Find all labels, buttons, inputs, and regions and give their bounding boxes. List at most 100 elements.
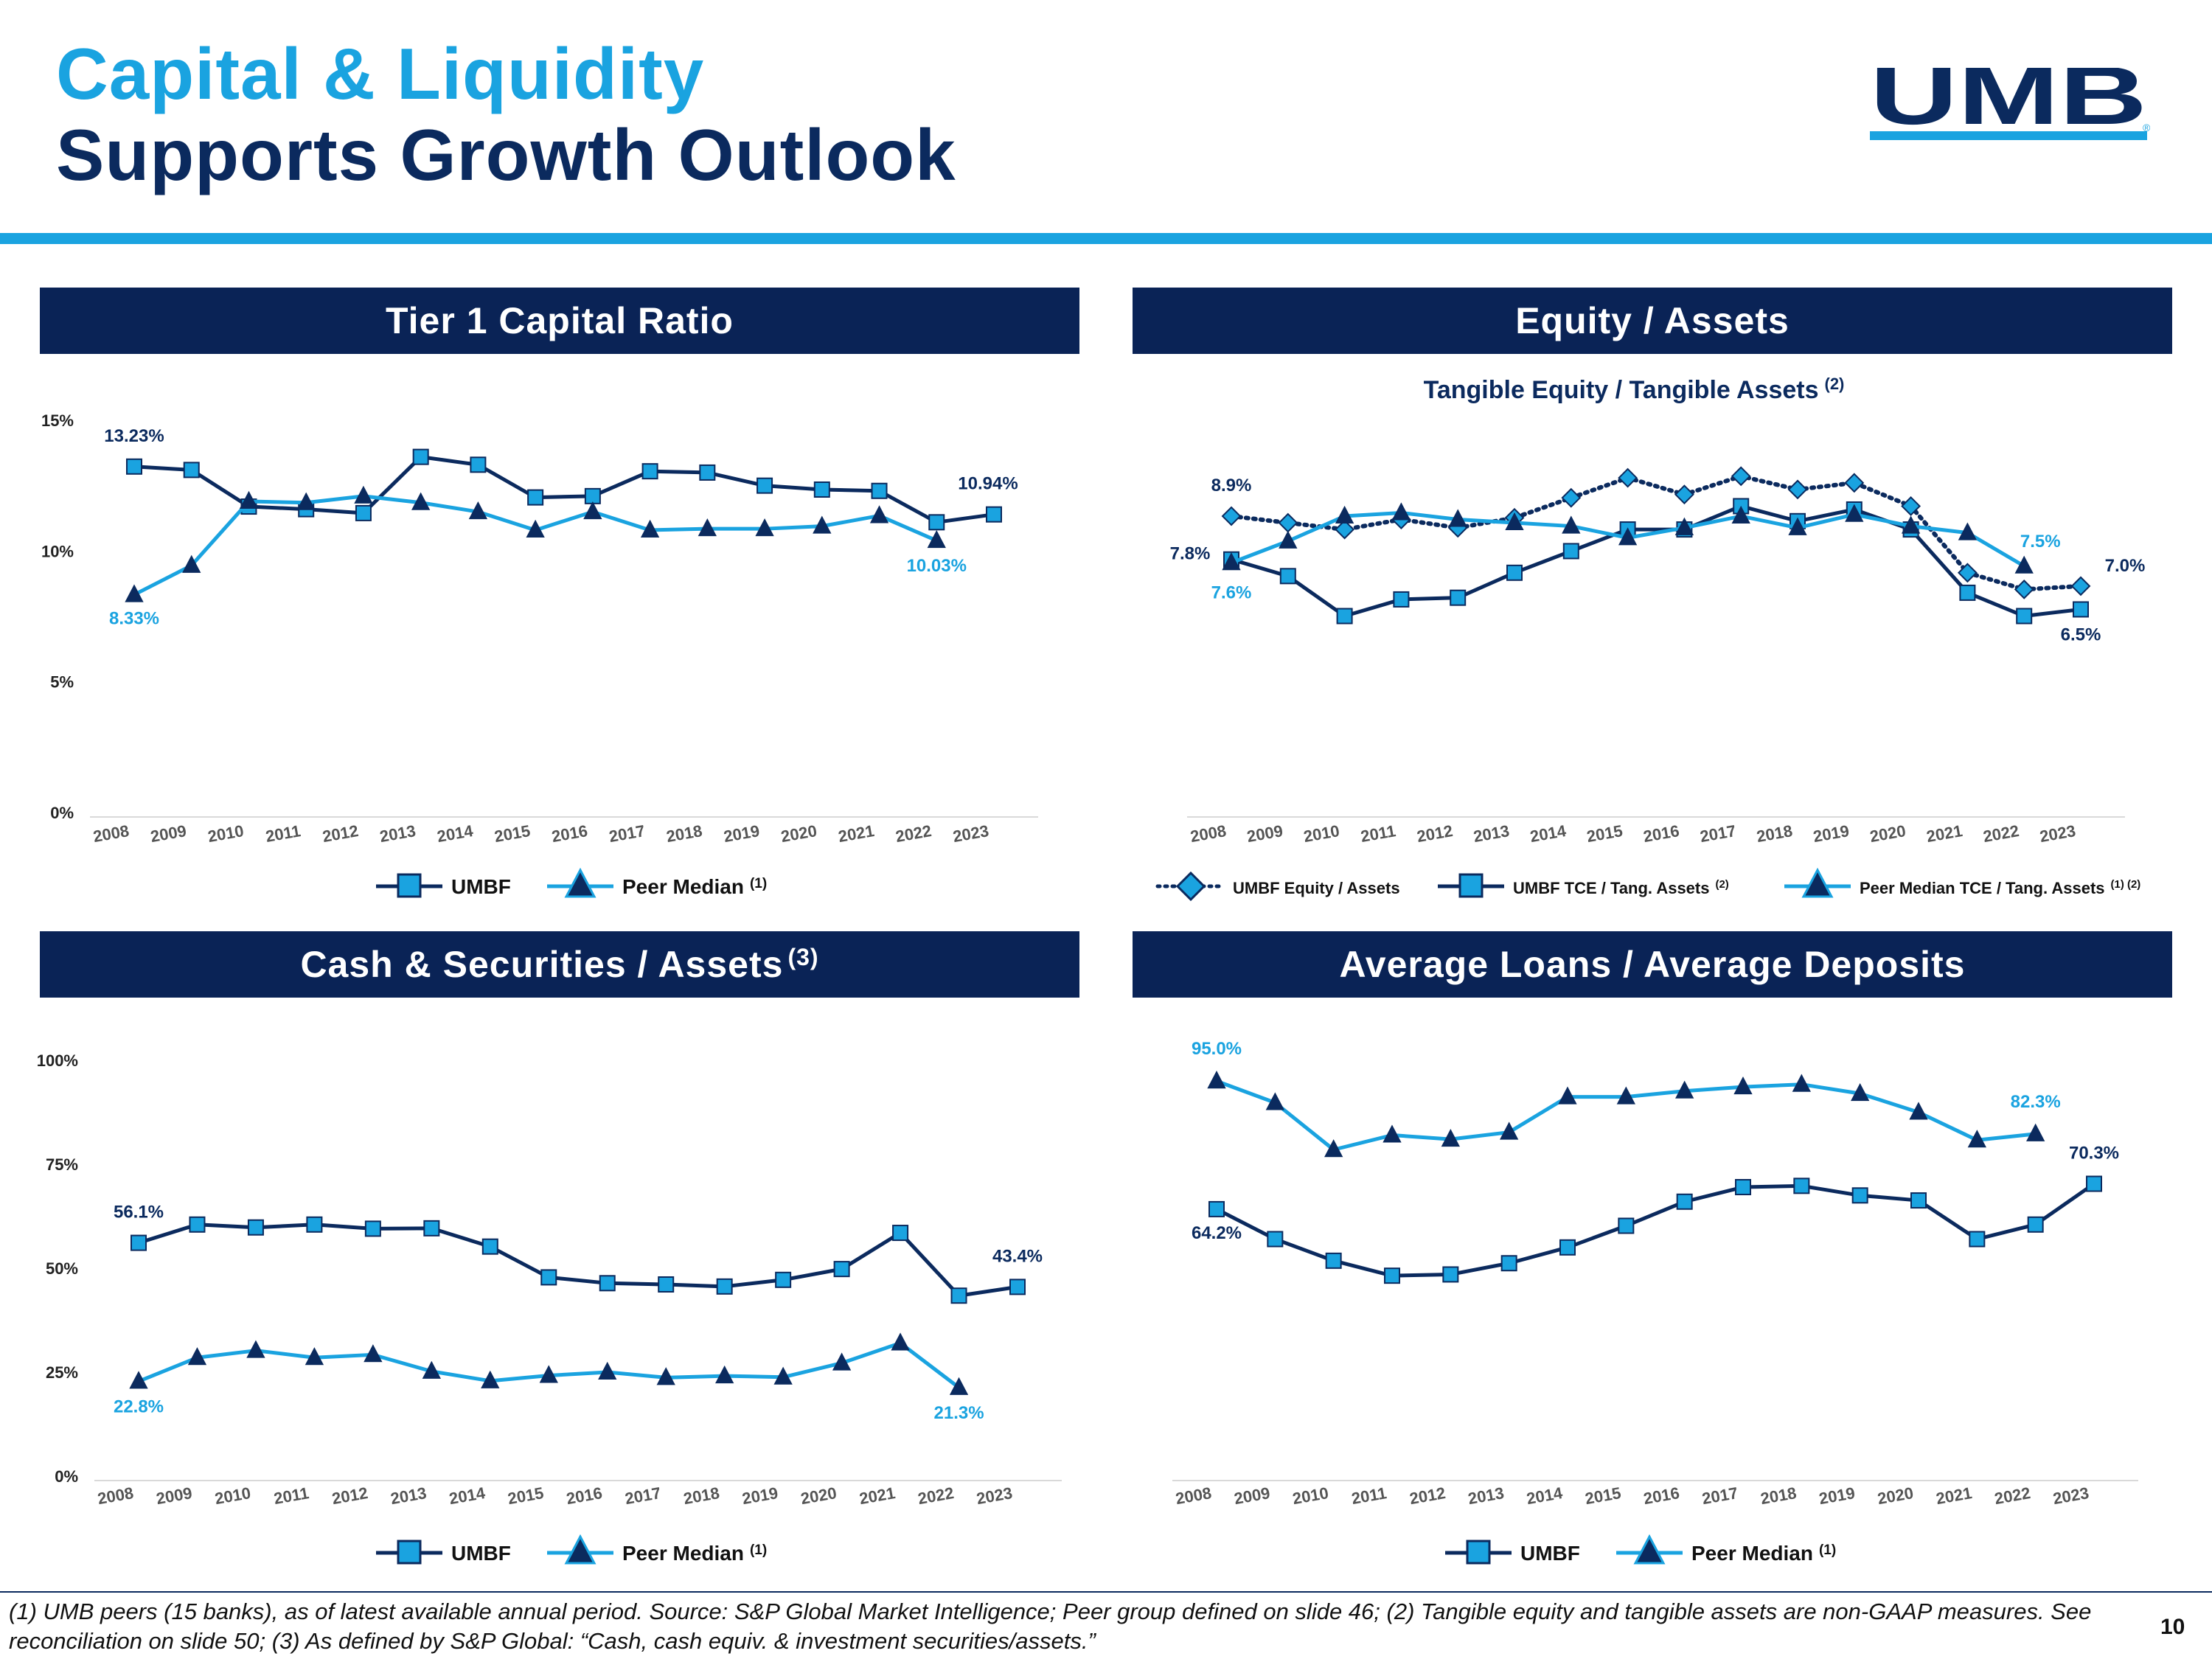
data-point <box>1731 466 1751 487</box>
legend-marker <box>1633 1534 1666 1565</box>
x-tick-label: 2015 <box>493 821 532 846</box>
legend-item: UMBF <box>376 1540 511 1565</box>
x-tick-label: 2020 <box>779 821 818 846</box>
x-tick-label: 2009 <box>1245 821 1284 846</box>
data-point <box>470 456 487 473</box>
series-line <box>1215 1182 2096 1278</box>
data-label: 7.8% <box>1170 544 1211 564</box>
data-point <box>131 1234 147 1251</box>
data-point <box>2073 601 2089 618</box>
x-tick-label: 2017 <box>608 821 647 846</box>
data-label: 56.1% <box>114 1203 164 1222</box>
legend-sup: (2) <box>1715 878 1728 891</box>
x-tick-label: 2017 <box>624 1484 663 1508</box>
data-point <box>950 1287 967 1304</box>
data-label: 6.5% <box>2061 625 2101 644</box>
series-umbf-tce-tang-assets <box>1223 498 2089 625</box>
data-point <box>539 1365 558 1383</box>
x-tick-label: 2022 <box>1982 821 2021 846</box>
x-tick-label: 2008 <box>1174 1484 1213 1508</box>
x-tick-label: 2021 <box>1925 821 1964 846</box>
x-tick-label: 2021 <box>1935 1484 1974 1508</box>
x-tick-label: 2014 <box>436 821 475 846</box>
legend-item: Peer Median (1) <box>547 867 767 898</box>
avg-loans-avg-deposits-chart: 2008 2009 2010 2011 2012 2013 2014 2015 2016 2017… <box>1172 1039 2138 1565</box>
data-point <box>1562 543 1579 560</box>
x-tick-label: 2015 <box>507 1484 546 1508</box>
x-tick-label: 2013 <box>1472 821 1511 846</box>
legend-item: UMBF <box>1445 1540 1580 1565</box>
data-point <box>1561 487 1582 508</box>
legend-item: Peer Median TCE / Tang. Assets (1) (2) <box>1784 867 2140 898</box>
data-point <box>1675 1080 1694 1099</box>
legend-item: UMBF TCE / Tang. Assets (2) <box>1438 873 1729 898</box>
x-tick-label: 2022 <box>894 821 933 846</box>
legend-sup: (1) (2) <box>2111 878 2141 891</box>
x-tick-label: 2009 <box>155 1484 194 1508</box>
data-point <box>2027 1216 2044 1233</box>
x-tick-label: 2018 <box>682 1484 721 1508</box>
data-point <box>716 1278 733 1295</box>
equity-assets-chart: Tangible Equity / Tangible Assets (2) 2008… <box>1155 375 2145 902</box>
data-point <box>1558 1086 1577 1105</box>
page-number: 10 <box>2160 1615 2185 1639</box>
series-line <box>133 455 995 524</box>
series-peer-median <box>129 1332 969 1395</box>
data-point <box>481 1370 500 1388</box>
x-tick-label: 2016 <box>550 821 589 846</box>
y-tick-label: 0% <box>55 1467 78 1486</box>
data-point <box>125 584 144 602</box>
x-tick-label: 2015 <box>1585 821 1624 846</box>
data-point <box>1731 505 1750 524</box>
data-point <box>1969 1231 1986 1248</box>
x-tick-label: 2023 <box>975 1484 1014 1508</box>
data-point <box>1674 517 1694 535</box>
data-point <box>1208 1200 1225 1217</box>
legend-item: Peer Median (1) <box>547 1534 767 1565</box>
data-point <box>833 1261 850 1278</box>
legend-label: Peer Median (1) <box>622 875 767 898</box>
data-point <box>1393 591 1410 608</box>
series-line <box>1229 473 2083 592</box>
data-point <box>1618 527 1638 546</box>
y-tick-label: 50% <box>46 1259 78 1278</box>
data-point <box>1793 1178 1810 1194</box>
data-point <box>757 477 773 494</box>
logo-underline <box>1870 131 2147 140</box>
legend-label: Peer Median TCE / Tang. Assets (1) (2) <box>1860 878 2140 897</box>
data-label: 7.6% <box>1211 582 1252 602</box>
data-point <box>1901 515 1921 534</box>
data-point <box>1787 479 1808 500</box>
data-point <box>306 1216 323 1233</box>
x-tick-label: 2012 <box>1416 821 1455 846</box>
chart-subtitle-sup: (2) <box>1825 375 1845 393</box>
data-point <box>1845 504 1864 522</box>
data-label: 8.33% <box>109 609 159 629</box>
data-point <box>129 1371 148 1389</box>
x-tick-label: 2017 <box>1699 821 1738 846</box>
data-point <box>698 518 717 537</box>
data-label: 10.94% <box>958 474 1018 494</box>
data-point <box>773 1366 793 1385</box>
data-point <box>354 485 373 504</box>
legend-marker <box>1175 871 1206 902</box>
y-tick-label: 75% <box>46 1155 78 1174</box>
title-divider <box>0 233 2212 244</box>
data-point <box>658 1276 675 1293</box>
data-point <box>1901 496 1921 516</box>
data-point <box>182 554 201 573</box>
x-tick-label: 2013 <box>389 1484 428 1508</box>
x-tick-label: 2011 <box>272 1484 310 1508</box>
data-point <box>526 519 545 538</box>
x-tick-label: 2016 <box>1642 1484 1681 1508</box>
data-point <box>1733 1076 1753 1095</box>
x-tick-label: 2011 <box>1350 1484 1388 1508</box>
data-point <box>813 515 832 534</box>
data-point <box>1676 1193 1693 1210</box>
legend-label: UMBF <box>451 875 511 898</box>
data-point <box>1506 564 1523 581</box>
data-point <box>540 1269 557 1286</box>
data-point <box>1958 522 1978 540</box>
data-point <box>1391 502 1411 521</box>
x-tick-label: 2012 <box>1408 1484 1447 1508</box>
